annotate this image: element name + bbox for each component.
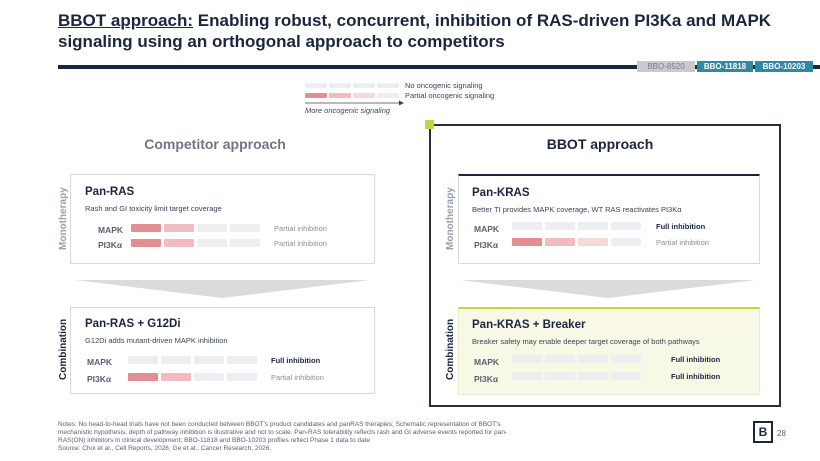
card-subtitle: Rash and GI toxicity limit target covera…	[85, 204, 222, 213]
competitor-combo-card: Pan-RAS + G12Di G12Di adds mutant-driven…	[70, 307, 375, 394]
status-text: Full inhibition	[671, 355, 721, 364]
signal-segment	[164, 239, 194, 247]
signal-segment	[512, 238, 542, 246]
legend: No oncogenic signaling Partial oncogenic…	[305, 81, 525, 115]
signal-segment	[611, 355, 641, 363]
legend-more-label: More oncogenic signaling	[305, 106, 391, 115]
legend-swatch	[377, 93, 399, 98]
competitor-mono-side-label: Monotherapy	[58, 187, 69, 250]
status-text: Full inhibition	[671, 372, 721, 381]
card-title: Pan-RAS	[85, 186, 135, 198]
bbot-mono-side-label: Monotherapy	[445, 187, 456, 250]
status-text: Partial inhibition	[656, 238, 709, 247]
signal-segment	[194, 373, 224, 381]
signal-segment	[578, 372, 608, 380]
signal-segment	[545, 355, 575, 363]
tab-bbo-10203[interactable]: BBO-10203	[755, 61, 813, 72]
signal-segment	[512, 222, 542, 230]
competitor-combo-side-label: Combination	[58, 318, 69, 380]
signal-segment	[227, 356, 257, 364]
row-label-pi3k: PI3Kα	[474, 374, 499, 384]
legend-swatch	[353, 93, 375, 98]
down-chevron-icon	[75, 280, 370, 298]
legend-swatch	[377, 83, 399, 88]
legend-arrow-icon	[305, 100, 404, 106]
card-subtitle: Better TI provides MAPK coverage, WT RAS…	[472, 205, 682, 214]
status-text: Full inhibition	[656, 222, 706, 231]
legend-none-label: No oncogenic signaling	[405, 81, 483, 90]
bbot-mono-card: Pan-KRAS Better TI provides MAPK coverag…	[458, 174, 760, 264]
signal-segment	[578, 355, 608, 363]
card-title: Pan-RAS + G12Di	[85, 318, 181, 330]
row-label-pi3k: PI3Kα	[474, 240, 499, 250]
bbot-heading: BBOT approach	[546, 136, 654, 152]
signal-segment	[197, 239, 227, 247]
bbot-approach-frame	[429, 124, 781, 407]
signal-segment	[230, 224, 260, 232]
footnote-line: RAS(ON) inhibitors in clinical developme…	[58, 437, 371, 444]
signal-segment	[611, 222, 641, 230]
down-chevron-icon	[460, 280, 756, 298]
status-text: Partial inhibition	[271, 373, 324, 382]
signal-segment	[578, 238, 608, 246]
status-text: Partial inhibition	[274, 239, 327, 248]
signal-segment	[164, 224, 194, 232]
card-title: Pan-KRAS + Breaker	[472, 319, 586, 331]
footnote-line: Notes: No head-to-head trials have not b…	[58, 421, 501, 428]
bbot-logo-icon: B	[753, 421, 773, 443]
signal-segment	[197, 224, 227, 232]
signal-segment	[512, 355, 542, 363]
signal-segment	[131, 224, 161, 232]
row-label-mapk: MAPK	[474, 357, 500, 367]
signal-segment	[128, 356, 158, 364]
footnote-source: Source: Choi et al., Cell Reports, 2026;…	[58, 445, 272, 452]
card-subtitle: G12Di adds mutant-driven MAPK inhibition	[85, 336, 228, 345]
tab-bbo-8520[interactable]: BBO-8520	[637, 61, 695, 72]
signal-segment	[227, 373, 257, 381]
signal-segment	[230, 239, 260, 247]
signal-segment	[611, 238, 641, 246]
bbot-combo-side-label: Combination	[445, 318, 456, 380]
title-prefix: BBOT approach:	[58, 11, 194, 30]
title-rest: Enabling robust, concurrent, inhibition …	[58, 11, 772, 51]
competitor-mono-card: Pan-RAS Rash and GI toxicity limit targe…	[70, 174, 375, 264]
tab-bbo-11818[interactable]: BBO-11818	[697, 61, 753, 72]
footnotes: Notes: No head-to-head trials have not b…	[58, 421, 658, 453]
legend-swatch	[305, 93, 327, 98]
row-label-mapk: MAPK	[98, 225, 124, 235]
legend-swatch	[353, 83, 375, 88]
legend-swatch	[329, 83, 351, 88]
signal-segment	[128, 373, 158, 381]
signal-segment	[161, 373, 191, 381]
competitor-heading: Competitor approach	[144, 136, 286, 152]
signal-segment	[545, 222, 575, 230]
row-label-pi3k: PI3Kα	[87, 374, 112, 384]
row-label-pi3k: PI3Kα	[98, 240, 123, 250]
signal-segment	[578, 222, 608, 230]
header-rule	[58, 65, 820, 69]
signal-segment	[545, 372, 575, 380]
legend-swatch	[329, 93, 351, 98]
status-text: Full inhibition	[271, 356, 321, 365]
signal-segment	[611, 372, 641, 380]
signal-segment	[194, 356, 224, 364]
signal-segment	[131, 239, 161, 247]
legend-partial-label: Partial oncogenic signaling	[405, 91, 495, 100]
card-title: Pan-KRAS	[472, 187, 530, 199]
legend-swatch	[305, 83, 327, 88]
status-text: Partial inhibition	[274, 224, 327, 233]
bbot-combo-card: Pan-KRAS + Breaker Breaker safety may en…	[458, 307, 760, 395]
card-subtitle: Breaker safety may enable deeper target …	[472, 337, 700, 346]
row-label-mapk: MAPK	[87, 357, 113, 367]
signal-segment	[512, 372, 542, 380]
signal-segment	[545, 238, 575, 246]
accent-square	[425, 120, 434, 129]
footnote-line: mechanistic hypothesis; depth of pathway…	[58, 429, 508, 436]
row-label-mapk: MAPK	[474, 224, 500, 234]
slide-title: BBOT approach: Enabling robust, concurre…	[58, 10, 798, 52]
signal-segment	[161, 356, 191, 364]
page-number: 28	[777, 429, 786, 438]
